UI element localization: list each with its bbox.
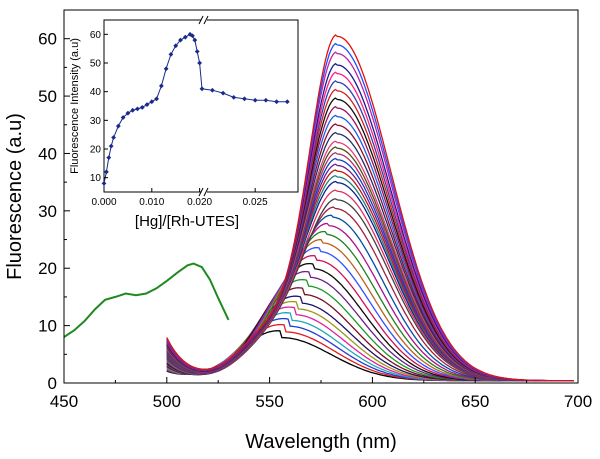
main-plot: 450 500 550 600 650 700 0 10 20 30 40 50 60 Wavelengt… <box>4 9 592 453</box>
axis-break-gap <box>201 188 207 196</box>
y-tick-label: 30 <box>38 202 57 221</box>
inset-x-tick-label: 0.020 <box>187 197 212 208</box>
inset-point <box>135 106 140 112</box>
inset-point <box>194 49 200 54</box>
axis-break-mark <box>203 15 209 25</box>
inset-y-tick-label: 40 <box>90 87 102 98</box>
inset-point <box>199 86 205 92</box>
inset-y-tick-label: 10 <box>90 173 102 184</box>
inset-point <box>242 96 247 102</box>
x-tick-label: 550 <box>255 392 283 411</box>
inset-point <box>144 102 150 107</box>
x-tick-label: 500 <box>153 392 181 411</box>
inset-point <box>130 107 136 113</box>
inset-point <box>220 90 226 96</box>
inset-point <box>154 96 159 102</box>
titration-curve-40 <box>166 34 574 382</box>
inset-point <box>182 34 188 40</box>
y-tick-label: 40 <box>38 144 57 163</box>
inset-point <box>263 97 269 103</box>
inset-frame <box>103 19 299 193</box>
inset-point <box>125 110 131 116</box>
excitation-curve <box>63 262 230 338</box>
inset-point <box>101 181 107 186</box>
inset-point <box>252 97 258 103</box>
inset-point <box>115 123 121 129</box>
x-tick-label: 700 <box>564 392 592 411</box>
inset-line <box>103 33 288 184</box>
x-tick-label: 650 <box>461 392 489 411</box>
inset-point <box>139 105 145 110</box>
y-tick-label: 50 <box>38 87 57 106</box>
inset-point <box>158 83 164 89</box>
inset-y-tick-label: 50 <box>90 59 102 70</box>
inset-y-tick-label: 60 <box>90 30 102 41</box>
inset-point <box>231 95 237 100</box>
inset-point <box>168 52 174 57</box>
inset-plot: 0.000 0.010 0.020 0.025 10 20 30 40 50 60 [Hg]/[Rh… <box>69 15 299 230</box>
inset-point <box>108 143 114 149</box>
inset-point <box>103 169 109 175</box>
y-tick-label: 60 <box>38 30 57 49</box>
inset-x-tick-label: 0.025 <box>243 197 268 208</box>
inset-point <box>209 87 215 93</box>
y-tick-label: 10 <box>38 317 57 336</box>
inset-x-tick-label: 0.000 <box>91 197 116 208</box>
axis-break-mark <box>198 187 204 197</box>
inset-point <box>192 37 198 43</box>
x-tick-label: 600 <box>358 392 386 411</box>
inset-point <box>190 33 195 39</box>
y-axis-label: Fluorescence (a.u) <box>4 113 26 280</box>
inset-point <box>163 66 169 72</box>
inset-y-tick-label: 20 <box>90 145 102 156</box>
inset-x-tick-label: 0.010 <box>139 197 164 208</box>
inset-y-axis-label: Fluorescence Intensity (a.u) <box>69 38 81 174</box>
y-tick-label: 20 <box>38 259 57 278</box>
inset-x-axis-label: [Hg]/[Rh-UTES] <box>135 213 239 230</box>
titration-curve-3 <box>166 317 574 382</box>
inset-point <box>274 99 279 105</box>
inset-point <box>149 99 155 105</box>
inset-point <box>173 43 179 49</box>
axis-break-gap <box>201 16 207 24</box>
axis-break-mark <box>198 15 204 25</box>
inset-y-tick-label: 30 <box>90 116 102 127</box>
y-tick-label: 0 <box>48 374 57 393</box>
inset-point <box>178 37 183 43</box>
inset-point <box>197 60 203 66</box>
inset-point <box>111 135 116 140</box>
x-axis-label: Wavelength (nm) <box>245 431 397 453</box>
inset-point <box>106 155 112 160</box>
axis-break-mark <box>203 187 209 197</box>
x-tick-label: 450 <box>50 392 78 411</box>
inset-point <box>120 115 126 120</box>
inset-point <box>284 99 290 105</box>
